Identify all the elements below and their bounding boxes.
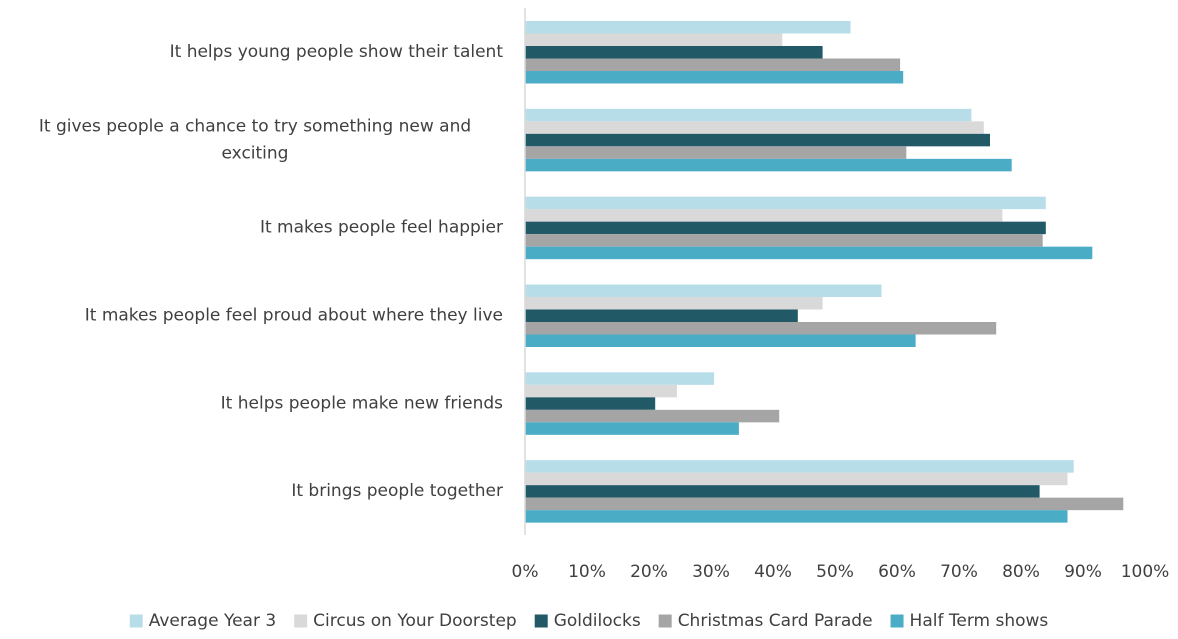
category-label: It helps people make new friends [221,393,503,413]
bar [525,158,1012,172]
bars-group [525,21,1124,523]
legend-label: Half Term shows [910,611,1049,631]
bar [525,372,715,385]
x-tick-labels-group: 0% 10% 20% 30% 40% 50% 60% 70% 80% 90% 100% [512,562,1170,582]
category-label: It brings people together [291,481,503,501]
legend-label: Circus on Your Doorstep [313,611,517,631]
legend-label: Christmas Card Parade [678,611,873,631]
legend-swatch [534,614,548,628]
legend-swatch [294,614,308,628]
legend-swatch [890,614,904,628]
x-tick-label: 50% [816,562,854,582]
x-tick-label: 70% [940,562,978,582]
bar [525,121,984,134]
x-tick-label: 0% [512,562,539,582]
bar [525,297,823,310]
legend-label: Average Year 3 [149,611,276,631]
x-tick-label: 30% [692,562,730,582]
legend-swatch [129,614,143,628]
bar [525,196,1046,210]
category-labels-group: It helps young people show their talent I… [39,42,503,501]
bar [525,133,990,147]
bar [525,58,901,71]
bar [525,284,882,297]
bar [525,46,823,59]
bar [525,309,798,322]
x-tick-label: 90% [1064,562,1102,582]
legend-swatch [658,614,672,628]
bar [525,322,997,335]
bar [525,209,1003,222]
x-tick-label: 40% [754,562,792,582]
bar [525,510,1068,523]
category-label: It makes people feel happier [260,218,503,238]
bar [525,497,1124,511]
category-label: It gives people a chance to try somethin… [39,116,471,163]
legend: Average Year 3 Circus on Your Doorstep Gol… [129,611,1049,631]
x-tick-label: 20% [630,562,668,582]
bar [525,472,1068,486]
x-tick-label: 60% [878,562,916,582]
bar [525,33,783,46]
bar [525,409,780,423]
bar [525,334,916,347]
bar [525,108,972,122]
x-tick-label: 10% [568,562,606,582]
bar [525,422,739,435]
x-tick-label: 100% [1121,562,1170,582]
bar [525,384,677,398]
category-label: It helps young people show their talent [170,42,504,62]
bar [525,71,904,84]
bar [525,234,1043,247]
bar [525,485,1040,498]
bar [525,397,656,410]
bar [525,221,1046,235]
legend-label: Goldilocks [554,611,641,631]
bar [525,246,1093,260]
bar [525,146,907,159]
bar [525,21,851,34]
bar [525,460,1074,473]
category-label: It makes people feel proud about where t… [85,305,503,325]
x-tick-label: 80% [1002,562,1040,582]
